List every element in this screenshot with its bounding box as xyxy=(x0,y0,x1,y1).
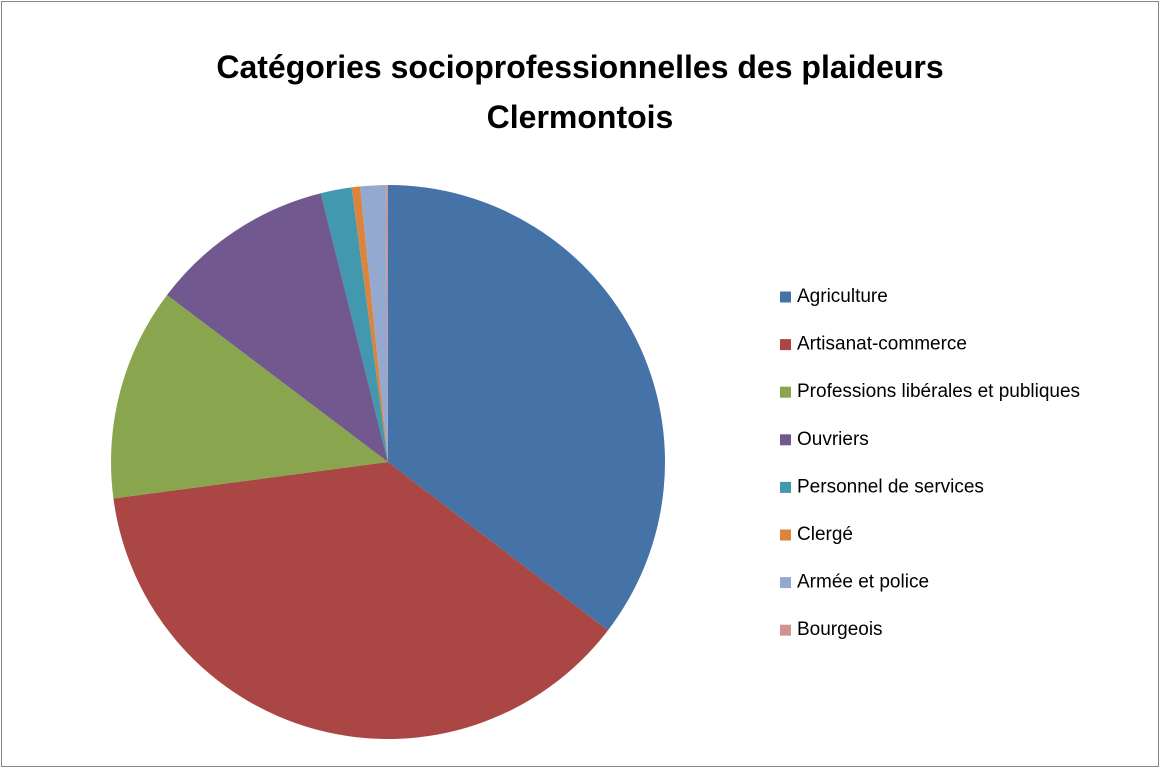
legend-label: Artisanat-commerce xyxy=(797,334,967,355)
legend-swatch xyxy=(780,481,791,493)
pie-slice xyxy=(113,462,608,739)
pie-slice xyxy=(320,187,388,463)
legend-label: Clergé xyxy=(797,524,853,545)
pie-slice xyxy=(111,294,388,499)
legend-label: Agriculture xyxy=(797,286,888,307)
legend-swatch xyxy=(780,386,791,398)
legend-label: Personnel de services xyxy=(797,476,984,497)
legend-swatch xyxy=(780,577,791,589)
legend-label: Ouvriers xyxy=(797,429,869,450)
legend-swatch xyxy=(780,624,791,636)
pie-slice xyxy=(360,185,388,462)
chart-title: Catégories socioprofessionnelles des pla… xyxy=(216,49,944,135)
legend-swatch xyxy=(780,434,791,446)
pie-slice xyxy=(386,185,388,462)
pie-slice xyxy=(351,186,388,463)
legend-swatch xyxy=(780,529,791,541)
legend-swatch xyxy=(780,291,791,303)
legend-label: Professions libérales et publiques xyxy=(797,381,1080,402)
legend-label: Armée et police xyxy=(797,572,929,593)
pie-slice xyxy=(167,193,388,462)
legend-label: Bourgeois xyxy=(797,619,883,640)
legend-swatch xyxy=(780,339,791,351)
pie-slice xyxy=(388,185,665,631)
